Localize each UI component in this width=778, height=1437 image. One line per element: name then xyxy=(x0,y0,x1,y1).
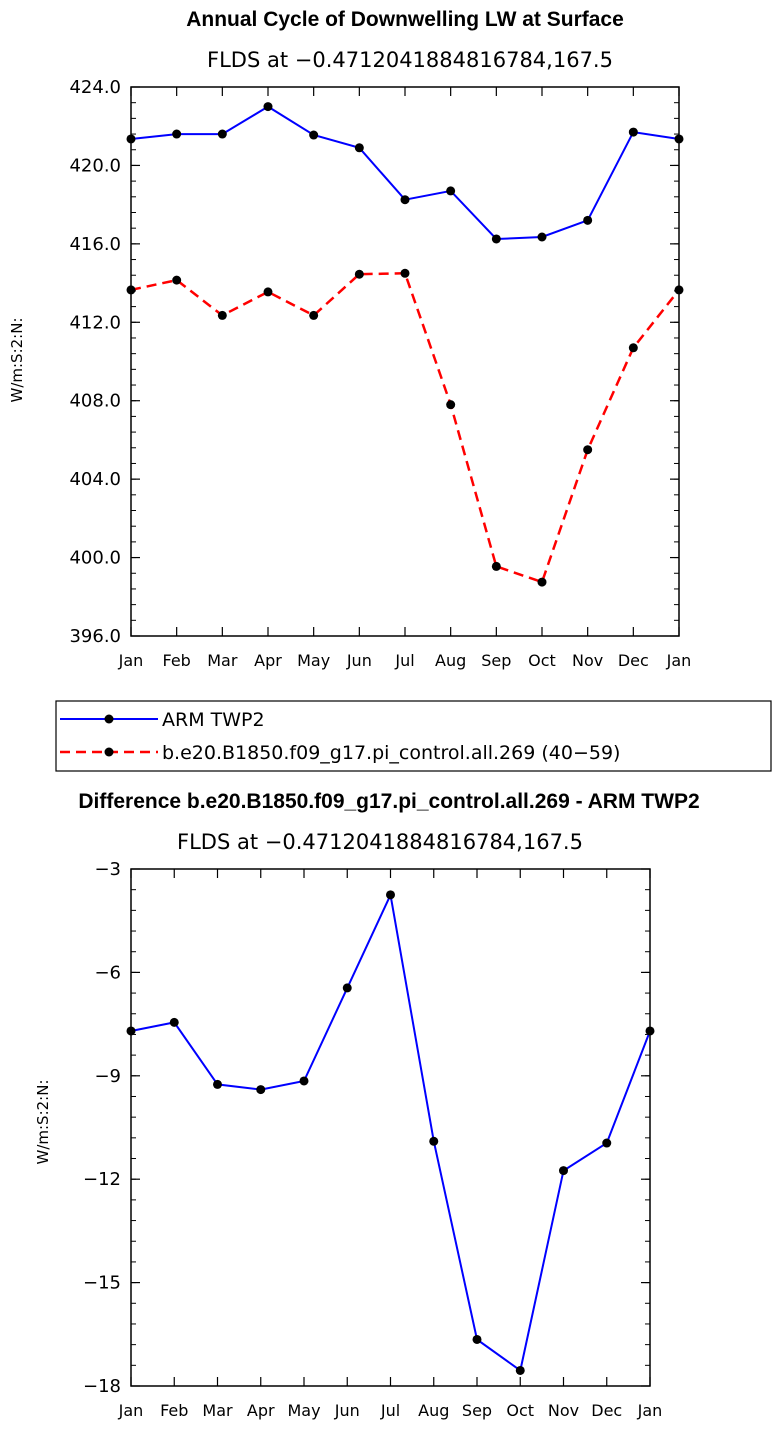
chart2-series-1-point xyxy=(126,1026,136,1036)
chart1-series-1-point xyxy=(126,134,136,144)
chart1-series-2-point xyxy=(674,285,684,295)
chart1-title: Annual Cycle of Downwelling LW at Surfac… xyxy=(186,8,624,31)
chart2-series-1-point xyxy=(645,1026,655,1036)
chart2-y-tick-label: −6 xyxy=(94,962,121,983)
chart2-x-tick-label: Mar xyxy=(202,1401,233,1420)
chart1-y-tick-label: 400.0 xyxy=(69,548,121,569)
chart2-x-tick-label: Jan xyxy=(118,1401,144,1420)
chart2-plot-frame xyxy=(130,868,651,1387)
chart1-series-2-point xyxy=(126,285,136,295)
chart2-x-tick-label: Jul xyxy=(380,1401,400,1420)
chart2-series-1-point xyxy=(386,890,395,900)
chart1-series-1-point xyxy=(263,102,273,112)
chart2-x-tick-label: Dec xyxy=(591,1401,622,1420)
chart2-subtitle: FLDS at −0.4712041884816784,167.5 xyxy=(177,830,583,854)
chart2-x-tick-label: Nov xyxy=(548,1401,579,1420)
chart2-y-tick-label: −3 xyxy=(94,859,121,880)
chart1-y-tick-label: 416.0 xyxy=(69,234,121,255)
chart2-y-axis-label: W/m:S:2:N: xyxy=(34,1080,52,1165)
chart1-subtitle: FLDS at −0.4712041884816784,167.5 xyxy=(207,48,613,72)
chart2-y-tick-label: −9 xyxy=(94,1066,121,1087)
chart1-series-1-point xyxy=(583,215,593,225)
chart2-x-tick-label: Feb xyxy=(160,1401,188,1420)
chart1-x-tick-label: Oct xyxy=(528,651,556,670)
chart1-series-1-point xyxy=(400,195,410,205)
chart1-series-1-point xyxy=(446,186,456,196)
chart2-series-1-point xyxy=(429,1136,439,1146)
chart2-series-1-point xyxy=(256,1085,266,1095)
chart1-x-tick-label: Apr xyxy=(254,651,282,670)
chart1-y-tick-label: 412.0 xyxy=(69,312,121,333)
chart2-title: Difference b.e20.B1850.f09_g17.pi_contro… xyxy=(78,790,699,813)
chart2-x-tick-label: Sep xyxy=(462,1401,492,1420)
chart2-y-tick-label: −15 xyxy=(83,1273,121,1294)
chart1-series-2-point xyxy=(446,400,456,410)
chart2-series-1-point xyxy=(169,1017,179,1027)
chart1-series-2-point xyxy=(217,310,227,320)
chart1-y-tick-label: 408.0 xyxy=(69,391,121,412)
chart1-y-tick-label: 396.0 xyxy=(69,626,121,647)
legend: ARM TWP2 b.e20.B1850.f09_g17.pi_control.… xyxy=(55,700,772,772)
chart1-series-1-point xyxy=(628,127,638,137)
chart1-x-tick-label: Feb xyxy=(163,651,191,670)
chart2-y-tick-label: −12 xyxy=(83,1169,121,1190)
chart1-x-tick-label: Mar xyxy=(207,651,238,670)
chart1-x-tick-label: Jul xyxy=(394,651,414,670)
chart2-series-1-point xyxy=(213,1079,222,1089)
chart2-x-tick-label: May xyxy=(287,1401,320,1420)
chart2-series-1-point xyxy=(299,1076,309,1086)
chart1-series-1-line xyxy=(130,105,680,241)
chart1-y-tick-label: 424.0 xyxy=(69,77,121,98)
chart1-plot-frame xyxy=(130,86,680,637)
legend-marker-arm xyxy=(104,714,114,724)
chart2-series-1-point xyxy=(602,1138,612,1148)
legend-marker-model xyxy=(104,747,114,757)
chart1-series-2-point xyxy=(537,577,547,587)
chart1-series-2-point xyxy=(583,445,593,455)
chart2-series-1-line xyxy=(130,891,651,1373)
chart1-y-tick-label: 420.0 xyxy=(69,155,121,176)
chart2-x-tick-label: Oct xyxy=(506,1401,534,1420)
chart1-series-1-point xyxy=(354,143,364,153)
chart2-x-tick-label: Jan xyxy=(637,1401,663,1420)
chart2-x-tick-label: Aug xyxy=(418,1401,449,1420)
chart1-x-tick-label: Nov xyxy=(572,651,603,670)
chart2-series-1-point xyxy=(472,1334,482,1344)
chart1-x-tick-label: May xyxy=(297,651,330,670)
chart2-x-tick-label: Jun xyxy=(334,1401,360,1420)
chart1-series-2-point xyxy=(354,269,364,279)
chart1-series-2-point xyxy=(263,287,273,297)
legend-box xyxy=(55,700,772,772)
chart2-x-tick-label: Apr xyxy=(247,1401,275,1420)
chart1-x-tick-label: Jan xyxy=(666,651,692,670)
legend-label-model: b.e20.B1850.f09_g17.pi_control.all.269 (… xyxy=(162,742,620,764)
chart1-series-2-point xyxy=(309,310,319,320)
legend-label-arm: ARM TWP2 xyxy=(162,709,265,731)
chart1-x-tick-label: Jan xyxy=(118,651,144,670)
chart1-x-tick-label: Aug xyxy=(435,651,466,670)
chart2-series-1-point xyxy=(342,983,352,993)
chart1-series-1-point xyxy=(537,232,547,242)
chart2-series-1-point xyxy=(559,1166,568,1176)
chart1-series-2-line xyxy=(130,272,680,584)
chart2-y-tick-label: −18 xyxy=(83,1376,121,1397)
chart1-series-2-point xyxy=(400,268,410,278)
chart1-x-tick-label: Dec xyxy=(618,651,649,670)
chart2-series-1-point xyxy=(515,1365,525,1375)
chart1-y-tick-label: 404.0 xyxy=(69,469,121,490)
chart1-series-1-point xyxy=(217,129,227,139)
chart1-series-1-point xyxy=(491,234,501,244)
chart1-series-1-point xyxy=(309,130,319,140)
chart1-series-1-point xyxy=(172,129,182,139)
chart1-series-2-point xyxy=(491,561,501,571)
chart1-y-axis-label: W/m:S:2:N: xyxy=(8,318,26,403)
chart1-series-2-point xyxy=(172,275,182,285)
chart1-x-tick-label: Sep xyxy=(481,651,511,670)
chart1-series-1-point xyxy=(674,134,684,144)
chart1-series-2-point xyxy=(628,343,638,353)
chart1-x-tick-label: Jun xyxy=(346,651,372,670)
